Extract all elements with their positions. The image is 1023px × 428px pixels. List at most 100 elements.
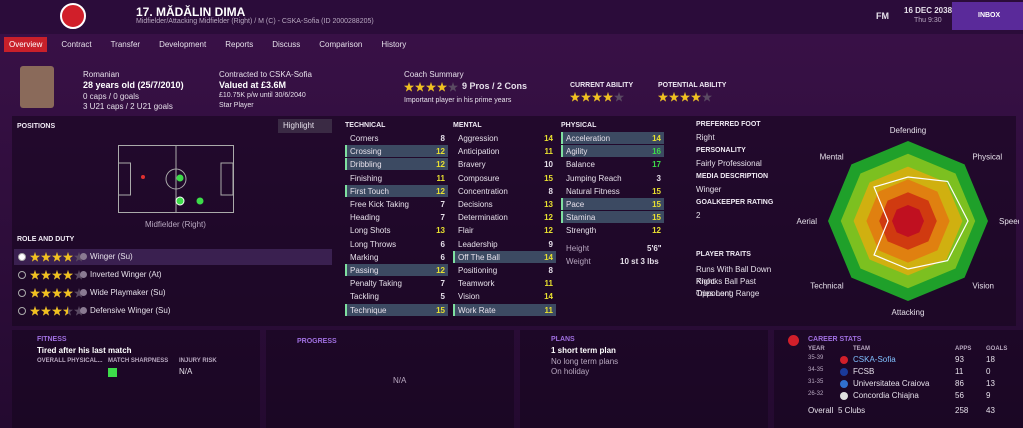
star-fill-clip: [404, 82, 414, 92]
highlight-dropdown[interactable]: Highlight: [278, 119, 332, 133]
career-cell: 93: [955, 355, 964, 364]
career-cell: 56: [955, 391, 964, 400]
star-fill-clip: [52, 252, 62, 262]
star-fill-clip: [41, 306, 51, 316]
star: [63, 288, 73, 298]
radar-label: Physical: [972, 153, 1002, 162]
potential-ability-label: POTENTIAL ABILITY: [658, 82, 727, 89]
star: [415, 82, 425, 92]
nav-tab[interactable]: Discuss: [272, 40, 301, 49]
inbox-button[interactable]: [952, 2, 1023, 30]
star-fill-clip: [426, 82, 436, 92]
key-attribute-highlight: [453, 250, 556, 263]
career-cell: 35-39: [808, 355, 824, 361]
star-empty: [702, 92, 712, 102]
attribute-value: 3: [656, 173, 661, 183]
star-empty: [448, 82, 458, 92]
match-sharpness-label: MATCH SHARPNESS: [108, 358, 169, 364]
short-term-plan: 1 short term plan: [551, 346, 616, 355]
attribute-name: Bravery: [458, 160, 486, 170]
age: 28 years old (25/7/2010): [83, 80, 184, 90]
star-fill-clip: [415, 82, 425, 92]
career-icon: [788, 335, 799, 346]
career-cell: Concordia Chiajna: [853, 391, 919, 400]
star: [669, 92, 679, 102]
attribute-name: Penalty Taking: [350, 279, 402, 289]
star-fill: [41, 306, 51, 316]
star: [30, 252, 40, 262]
star-fill-clip: [52, 288, 62, 298]
nav-tab[interactable]: Overview: [4, 37, 48, 52]
plans-panel: [520, 330, 768, 428]
club-badge: [840, 392, 848, 400]
attribute-name: Heading: [350, 213, 380, 223]
career-title[interactable]: CAREER STATS: [808, 336, 862, 343]
attribute-value: 12: [436, 160, 445, 170]
attribute-name: Decisions: [458, 200, 493, 209]
star-fill: [52, 288, 62, 298]
role-row[interactable]: [14, 249, 332, 265]
trait: Tries Long Range: [696, 289, 760, 298]
attribute-name: Teamwork: [458, 279, 495, 289]
progress-title[interactable]: PROGRESS: [297, 338, 337, 345]
star-empty: [74, 306, 84, 316]
attribute-value: 14: [652, 134, 661, 143]
key-attribute-highlight: [345, 303, 448, 316]
attribute-name: Corners: [350, 134, 379, 143]
career-panel: [774, 330, 1023, 428]
attribute-value: 16: [652, 147, 661, 157]
star-fill-clip: [41, 270, 51, 280]
star-fill-clip: [30, 252, 40, 262]
star: [52, 306, 62, 316]
nav-tab[interactable]: Transfer: [110, 40, 141, 49]
star-fill: [415, 82, 425, 92]
radar-chart: Defending Physical Speed Vision Attacking Tec…: [797, 126, 1019, 317]
attribute-value: 15: [652, 186, 661, 196]
info-value: Winger: [696, 185, 722, 194]
star-fill: [603, 92, 613, 102]
nav-tab[interactable]: History: [381, 40, 407, 49]
attribute-name: Balance: [566, 160, 595, 170]
star-fill: [426, 82, 436, 92]
nav-tab[interactable]: Contract: [61, 40, 92, 49]
role-name: Wide Playmaker (Su): [90, 288, 166, 297]
nav-tab[interactable]: Reports: [225, 40, 254, 49]
fm-button[interactable]: FM: [876, 11, 889, 21]
star-fill-clip: [30, 288, 40, 298]
star-fill-clip: [63, 288, 73, 298]
star-fill-clip: [691, 92, 701, 102]
attribute-value: 8: [548, 186, 553, 196]
star-rating: [658, 92, 712, 102]
attribute-value: 9: [548, 239, 553, 249]
inbox-label[interactable]: INBOX: [978, 12, 1001, 19]
star-rating: [30, 270, 84, 280]
player-subtitle: Midfielder/Attacking Midfielder (Right) …: [136, 18, 374, 25]
star-rating: [30, 252, 84, 262]
attribute-value: 7: [440, 213, 445, 223]
fitness-title[interactable]: FITNESS: [37, 336, 67, 343]
attribute-value: 12: [544, 226, 553, 236]
career-cell: 31-35: [808, 379, 824, 385]
star-fill: [437, 82, 447, 92]
star: [52, 252, 62, 262]
attribute-group-title: TECHNICAL: [345, 122, 386, 129]
attribute-value: 14: [544, 252, 553, 262]
attribute-value: 7: [440, 200, 445, 209]
key-attribute-highlight: [345, 184, 448, 197]
nav-tab[interactable]: Development: [159, 40, 207, 49]
info-label: PERSONALITY: [696, 147, 746, 154]
role-name: Defensive Winger (Su): [90, 306, 171, 315]
plans-title[interactable]: PLANS: [551, 336, 575, 343]
coach-note: Important player in his prime years: [404, 97, 512, 104]
star-fill: [691, 92, 701, 102]
nav-tab[interactable]: Comparison: [319, 40, 363, 49]
attribute-name: Stamina: [566, 213, 596, 223]
attribute-value: 15: [436, 305, 445, 315]
career-total: 5 Clubs: [838, 406, 866, 415]
star-fill: [63, 306, 68, 316]
fitness-status: Tired after his last match: [37, 346, 132, 355]
progress-value: N/A: [393, 376, 407, 385]
career-cell: 13: [986, 379, 995, 388]
attribute-name: Concentration: [458, 186, 508, 196]
star: [448, 82, 458, 92]
